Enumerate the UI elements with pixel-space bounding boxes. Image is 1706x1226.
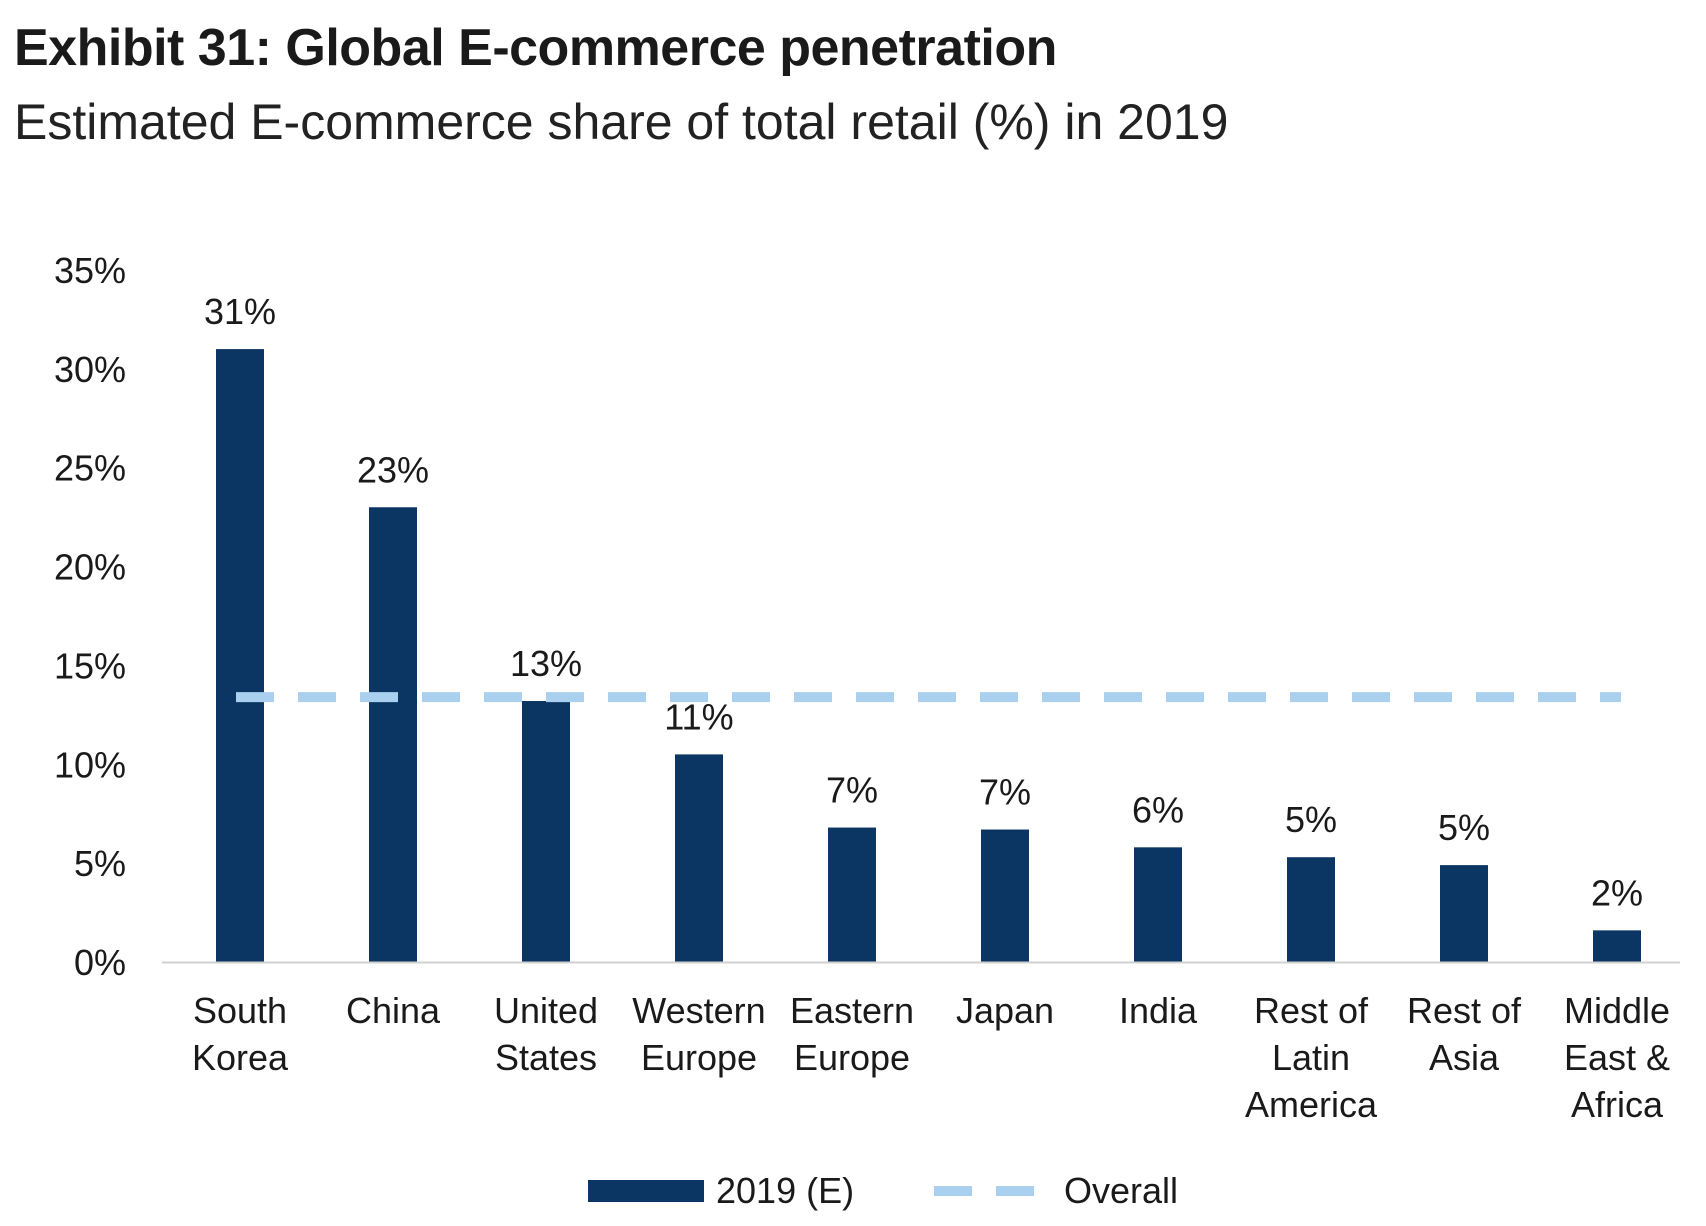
data-label: 23% bbox=[357, 449, 429, 490]
data-label: 13% bbox=[510, 643, 582, 684]
chart-title: Exhibit 31: Global E-commerce penetratio… bbox=[14, 19, 1057, 77]
bar bbox=[216, 349, 264, 963]
category-label-line: Africa bbox=[1571, 1084, 1664, 1125]
data-label: 7% bbox=[826, 770, 878, 811]
category-label-line: United bbox=[494, 990, 598, 1031]
category-label-line: Rest of bbox=[1407, 990, 1522, 1031]
y-tick-label: 10% bbox=[54, 744, 126, 785]
data-label: 5% bbox=[1438, 807, 1490, 848]
category-label-line: East & bbox=[1564, 1037, 1670, 1078]
bar-series bbox=[216, 349, 1641, 963]
data-label: 11% bbox=[664, 696, 733, 737]
category-label: United States bbox=[494, 990, 598, 1078]
category-label: China bbox=[346, 990, 441, 1031]
legend-swatch-bar bbox=[588, 1180, 704, 1202]
y-tick-label: 25% bbox=[54, 448, 126, 489]
data-label: 5% bbox=[1285, 799, 1337, 840]
y-tick-label: 35% bbox=[54, 250, 126, 291]
data-label: 7% bbox=[979, 772, 1031, 813]
y-tick-label: 15% bbox=[54, 645, 126, 686]
category-label-line: Europe bbox=[641, 1037, 757, 1078]
data-label: 2% bbox=[1591, 872, 1643, 913]
category-label-line: China bbox=[346, 990, 441, 1031]
category-label-line: Eastern bbox=[790, 990, 914, 1031]
y-tick-label: 0% bbox=[74, 942, 126, 983]
bar bbox=[369, 507, 417, 962]
category-label-line: Europe bbox=[794, 1037, 910, 1078]
bar bbox=[981, 829, 1029, 962]
bar bbox=[1440, 865, 1488, 962]
bar bbox=[828, 827, 876, 962]
legend-label: Overall bbox=[1064, 1170, 1178, 1211]
category-label: Eastern Europe bbox=[790, 990, 914, 1078]
category-label: South Korea bbox=[192, 990, 289, 1078]
bar bbox=[1287, 857, 1335, 962]
bar bbox=[675, 754, 723, 962]
category-label-line: Western bbox=[632, 990, 765, 1031]
category-label-line: Latin bbox=[1272, 1037, 1350, 1078]
category-label-line: Japan bbox=[956, 990, 1054, 1031]
category-label-line: Asia bbox=[1429, 1037, 1500, 1078]
bar bbox=[522, 701, 570, 962]
legend: 2019 (E) Overall bbox=[588, 1170, 1178, 1211]
category-label-line: States bbox=[495, 1037, 597, 1078]
bar bbox=[1593, 930, 1641, 962]
category-label-line: Rest of bbox=[1254, 990, 1369, 1031]
category-label-line: Middle bbox=[1564, 990, 1670, 1031]
bar bbox=[1134, 847, 1182, 962]
chart-subtitle: Estimated E-commerce share of total reta… bbox=[14, 94, 1229, 150]
category-label-line: South bbox=[193, 990, 287, 1031]
y-tick-label: 20% bbox=[54, 547, 126, 588]
data-label: 6% bbox=[1132, 789, 1184, 830]
category-label: Rest of Latin America bbox=[1245, 990, 1378, 1125]
legend-label: 2019 (E) bbox=[716, 1170, 854, 1211]
category-label: Rest of Asia bbox=[1407, 990, 1522, 1078]
y-axis: 0% 5% 10% 15% 20% 25% 30% 35% bbox=[54, 250, 126, 983]
data-labels: 31% 23% 13% 11% 7% 7% 6% 5% 5% 2% bbox=[204, 291, 1643, 913]
category-label: Japan bbox=[956, 990, 1054, 1031]
category-label-line: America bbox=[1245, 1084, 1378, 1125]
x-axis: South Korea China United States Western Europe… bbox=[162, 961, 1680, 1125]
category-label: India bbox=[1119, 990, 1198, 1031]
category-label: Western Europe bbox=[632, 990, 765, 1078]
y-tick-label: 5% bbox=[74, 843, 126, 884]
data-label: 31% bbox=[204, 291, 276, 332]
category-label: Middle East & Africa bbox=[1564, 990, 1670, 1125]
y-tick-label: 30% bbox=[54, 349, 126, 390]
category-label-line: India bbox=[1119, 990, 1198, 1031]
category-label-line: Korea bbox=[192, 1037, 289, 1078]
